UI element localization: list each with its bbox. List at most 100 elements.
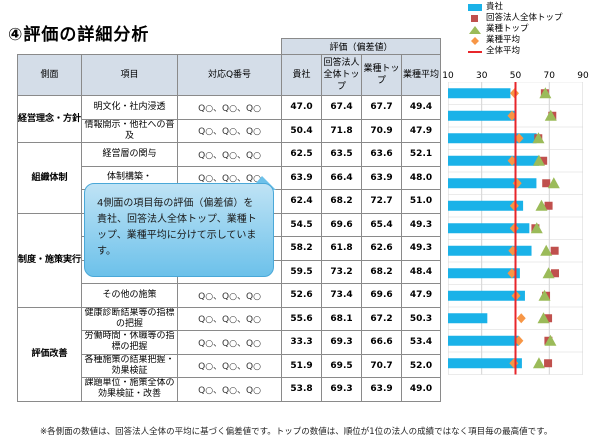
self-value: 62.4 [281,189,323,214]
self-value: 63.9 [281,165,323,190]
chart-legend: 貴社 回答法人全体トップ 業種トップ 業種平均 全体平均 [468,2,563,57]
item-cell: 健康診断結果等の指標の把握 [81,306,178,331]
bar-self [448,223,530,234]
footnote: ※各側面の数値は、回答法人全体の平均に基づく偏差値です。トップの数値は、順位が1… [40,427,553,437]
marker-industry-top [537,312,550,324]
self-value: 53.8 [281,377,323,402]
marker-industry-avg [516,313,526,324]
bar-self [448,155,539,166]
all-top-value: 69.5 [321,353,363,378]
industry-avg-value: 48.0 [401,165,442,190]
explanation-callout: 4側面の項目毎の評価（偏差値）を貴社、回答法人全体トップ、業種トップ、業種平均に… [84,183,274,277]
evaluation-table: 評価（偏差値） 側面 項目 対応Q番号 貴社 回答法人全体トップ 業種トップ 業… [17,38,442,402]
section-label: 組織体制 [17,142,82,214]
axis-tick-label: 10 [442,71,454,81]
bar-self [448,290,525,301]
q-cell: Q○、Q○、Q○ [176,377,283,402]
marker-all-top [539,156,548,165]
industry-avg-value: 51.0 [401,189,442,214]
self-value: 62.5 [281,142,323,167]
table-row: 体制構築・ Q○、Q○、Q○ 63.9 66.4 63.9 48.0 [18,165,442,190]
industry-top-value: 62.6 [361,236,403,261]
q-cell: Q○、Q○、Q○ [176,142,283,167]
self-value: 52.6 [281,283,323,308]
industry-top-value: 70.7 [361,353,403,378]
self-value: 55.6 [281,306,323,331]
item-cell: 情報開示・他社への普及 [81,118,178,143]
industry-avg-value: 47.9 [401,283,442,308]
marker-all-top [542,179,551,188]
marker-industry-top [532,154,545,166]
marker-industry-avg [507,155,517,166]
marker-industry-top [532,132,545,144]
col-header-all-top: 回答法人全体トップ [321,54,363,96]
axis-tick-label: 70 [543,71,555,81]
industry-top-value: 63.6 [361,142,403,167]
self-value: 54.5 [281,212,323,237]
legend-diamond-icon [468,37,482,49]
bar-self [448,268,520,279]
industry-avg-value: 50.3 [401,306,442,331]
col-header-item: 項目 [81,54,178,96]
all-top-value: 67.4 [321,95,363,120]
self-value: 51.9 [281,353,323,378]
table-row: 組織体制 経営層の関与 Q○、Q○、Q○ 62.5 63.5 63.6 52.1 [17,142,442,214]
marker-industry-top [530,222,543,234]
legend-industry-avg: 業種平均 [468,35,563,46]
all-top-value: 73.2 [321,259,363,284]
industry-avg-value: 53.4 [401,330,442,355]
q-cell: Q○、Q○、Q○ [176,353,283,378]
item-cell: その他の施策 [81,283,178,308]
bar-self [448,110,517,121]
self-value: 47.0 [281,95,323,120]
bar-self [448,335,519,346]
item-cell: 労働時間・休職等の指標の把握 [81,330,178,355]
item-cell: 課題単位・施策全体の効果検証・改善 [81,377,178,402]
industry-avg-value: 48.4 [401,259,442,284]
bar-self [448,358,522,369]
all-top-value: 69.3 [321,330,363,355]
industry-avg-value: 49.3 [401,236,442,261]
q-cell: Q○、Q○、Q○ [176,283,283,308]
table-row: 労働時間・休職等の指標の把握 Q○、Q○、Q○ 33.3 69.3 66.6 53.4 [18,330,442,355]
all-top-value: 68.1 [321,306,363,331]
industry-avg-value: 47.9 [401,118,442,143]
legend-square-icon [468,15,482,27]
industry-avg-value: 52.1 [401,142,442,167]
industry-top-value: 66.6 [361,330,403,355]
col-header-side: 側面 [17,54,82,96]
legend-line-icon [468,48,482,60]
marker-industry-top [542,267,555,279]
industry-top-value: 70.9 [361,118,403,143]
marker-all-top [550,246,559,255]
page-title: ④評価の詳細分析 [8,25,150,45]
all-top-value: 66.4 [321,165,363,190]
col-header-self: 貴社 [281,54,323,96]
axis-tick-label: 50 [509,71,522,81]
marker-industry-top [544,334,557,346]
bar-self [448,245,532,256]
bar-self [448,313,488,324]
industry-top-value: 63.9 [361,377,403,402]
group-header: 評価（偏差値） [281,38,442,55]
legend-self: 貴社 [468,2,563,13]
all-top-value: 73.4 [321,283,363,308]
industry-top-value: 63.9 [361,165,403,190]
legend-triangle-icon [468,26,482,38]
all-top-value: 68.2 [321,189,363,214]
marker-industry-avg [514,335,524,346]
bar-self [448,133,537,144]
q-cell: Q○、Q○、Q○ [176,118,283,143]
q-cell: Q○、Q○、Q○ [176,330,283,355]
industry-avg-value: 49.4 [401,95,442,120]
all-top-value: 69.3 [321,377,363,402]
marker-industry-top [532,357,545,369]
deviation-chart [448,82,583,375]
table-row: 経営理念・方針 明文化・社内浸透 Q○、Q○、Q○ 47.0 67.4 67.7 49.4 [17,95,442,143]
marker-industry-top [540,244,553,256]
table-row: 各種施策の結果把握・効果検証 Q○、Q○、Q○ 51.9 69.5 70.7 52.0 [18,353,442,378]
bar-self [448,88,511,99]
table-row: その他の施策 Q○、Q○、Q○ 52.6 73.4 69.6 47.9 [18,283,442,308]
industry-top-value: 65.4 [361,212,403,237]
marker-all-top [550,269,559,278]
